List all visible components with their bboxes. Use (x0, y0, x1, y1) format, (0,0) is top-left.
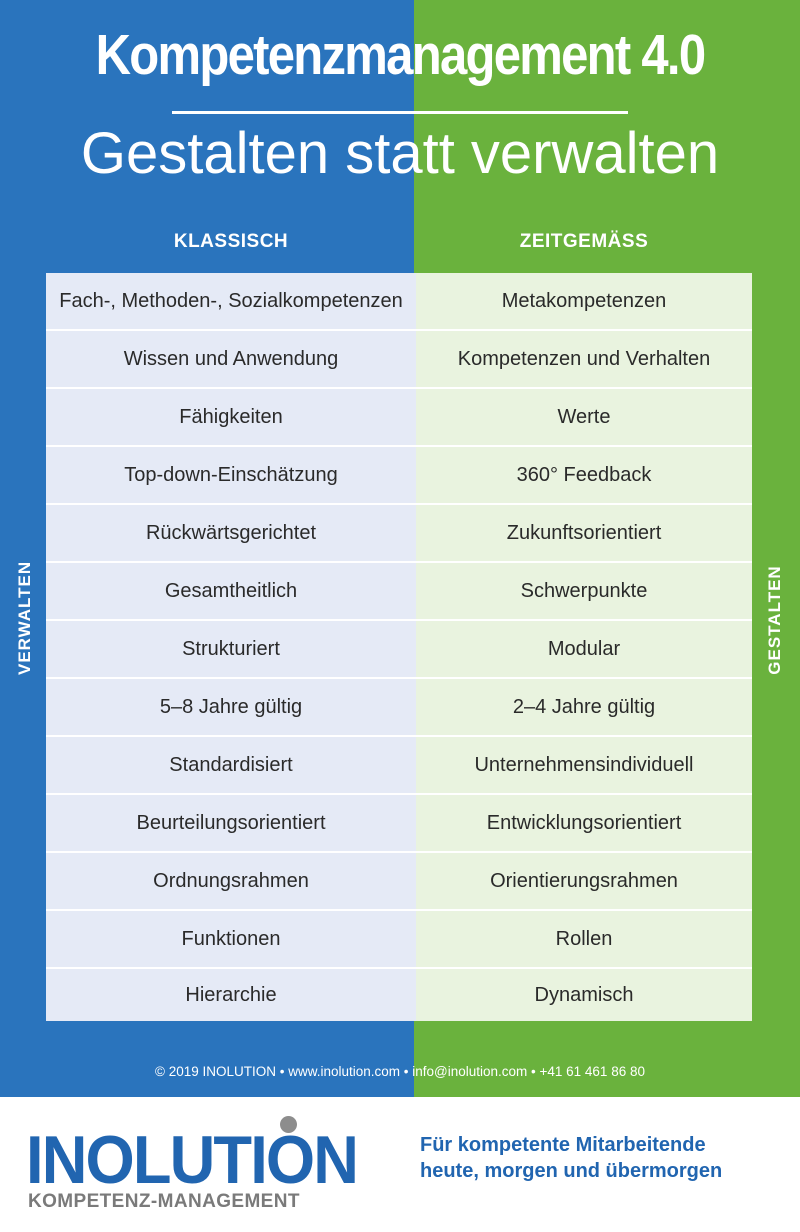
cell-modern: Modular (416, 621, 752, 679)
table-row: Fähigkeiten Werte (46, 389, 752, 447)
table-row: 5–8 Jahre gültig 2–4 Jahre gültig (46, 679, 752, 737)
page-subtitle: Gestalten statt verwalten (80, 121, 720, 186)
table-row: Ordnungsrahmen Orientierungsrahmen (46, 853, 752, 911)
cell-classic: Hierarchie (46, 969, 416, 1021)
table-row: Wissen und Anwendung Kompetenzen und Verh… (46, 331, 752, 389)
cell-classic: Funktionen (46, 911, 416, 969)
cell-classic: Ordnungsrahmen (46, 853, 416, 911)
table-row: Rückwärtsgerichtet Zukunftsorientiert (46, 505, 752, 563)
cell-modern: 360° Feedback (416, 447, 752, 505)
cell-classic: Beurteilungsorientiert (46, 795, 416, 853)
side-label-gestalten: GESTALTEN (765, 565, 784, 675)
cell-modern: Kompetenzen und Verhalten (416, 331, 752, 389)
table-row: Top-down-Einschätzung 360° Feedback (46, 447, 752, 505)
table-row: Beurteilungsorientiert Entwicklungsorient… (46, 795, 752, 853)
cell-modern: Orientierungsrahmen (416, 853, 752, 911)
column-header-modern: ZEITGEMÄSS (519, 231, 649, 252)
side-label-verwalten: VERWALTEN (15, 560, 34, 675)
tagline-line-2: heute, morgen und übermorgen (420, 1160, 723, 1182)
logo-wordmark: INOLUTION (26, 1122, 359, 1198)
page-title: Kompetenzmanagement 4.0 (95, 23, 706, 87)
cell-modern: Dynamisch (416, 969, 752, 1021)
inolution-logo: INOLUTION KOMPETENZ-MANAGEMENT (26, 1112, 371, 1212)
cell-classic: Fach-, Methoden-, Sozialkompetenzen (46, 273, 416, 331)
cell-classic: Strukturiert (46, 621, 416, 679)
poster: Kompetenzmanagement 4.0 Gestalten statt … (0, 0, 800, 1097)
logo-dot-icon (280, 1116, 297, 1133)
cell-classic: 5–8 Jahre gültig (46, 679, 416, 737)
cell-classic: Wissen und Anwendung (46, 331, 416, 389)
cell-modern: Zukunftsorientiert (416, 505, 752, 563)
copyright-contact-line: © 2019 INOLUTION • www.inolution.com • i… (155, 1064, 645, 1079)
table-row: Funktionen Rollen (46, 911, 752, 969)
cell-modern: Metakompetenzen (416, 273, 752, 331)
cell-modern: Entwicklungsorientiert (416, 795, 752, 853)
cell-modern: 2–4 Jahre gültig (416, 679, 752, 737)
comparison-table: Fach-, Methoden-, Sozialkompetenzen Metak… (46, 273, 752, 1021)
tagline-line-1: Für kompetente Mitarbeitende (420, 1134, 706, 1156)
table-row: Hierarchie Dynamisch (46, 969, 752, 1021)
cell-modern: Rollen (416, 911, 752, 969)
title-divider (172, 111, 628, 114)
logo-subtext: KOMPETENZ-MANAGEMENT (28, 1191, 300, 1212)
cell-classic: Top-down-Einschätzung (46, 447, 416, 505)
table-row: Gesamtheitlich Schwerpunkte (46, 563, 752, 621)
tagline: Für kompetente Mitarbeitende heute, morg… (420, 1132, 722, 1184)
cell-classic: Gesamtheitlich (46, 563, 416, 621)
table-row: Fach-, Methoden-, Sozialkompetenzen Metak… (46, 273, 752, 331)
table-row: Strukturiert Modular (46, 621, 752, 679)
cell-classic: Fähigkeiten (46, 389, 416, 447)
cell-classic: Rückwärtsgerichtet (46, 505, 416, 563)
cell-modern: Schwerpunkte (416, 563, 752, 621)
column-header-classic: KLASSISCH (173, 231, 289, 252)
cell-modern: Werte (416, 389, 752, 447)
table-row: Standardisiert Unternehmensindividuell (46, 737, 752, 795)
cell-modern: Unternehmensindividuell (416, 737, 752, 795)
cell-classic: Standardisiert (46, 737, 416, 795)
